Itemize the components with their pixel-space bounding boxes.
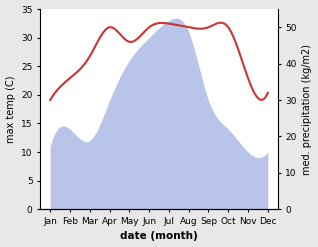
X-axis label: date (month): date (month) (120, 231, 198, 242)
Y-axis label: max temp (C): max temp (C) (5, 75, 16, 143)
Y-axis label: med. precipitation (kg/m2): med. precipitation (kg/m2) (302, 44, 313, 175)
